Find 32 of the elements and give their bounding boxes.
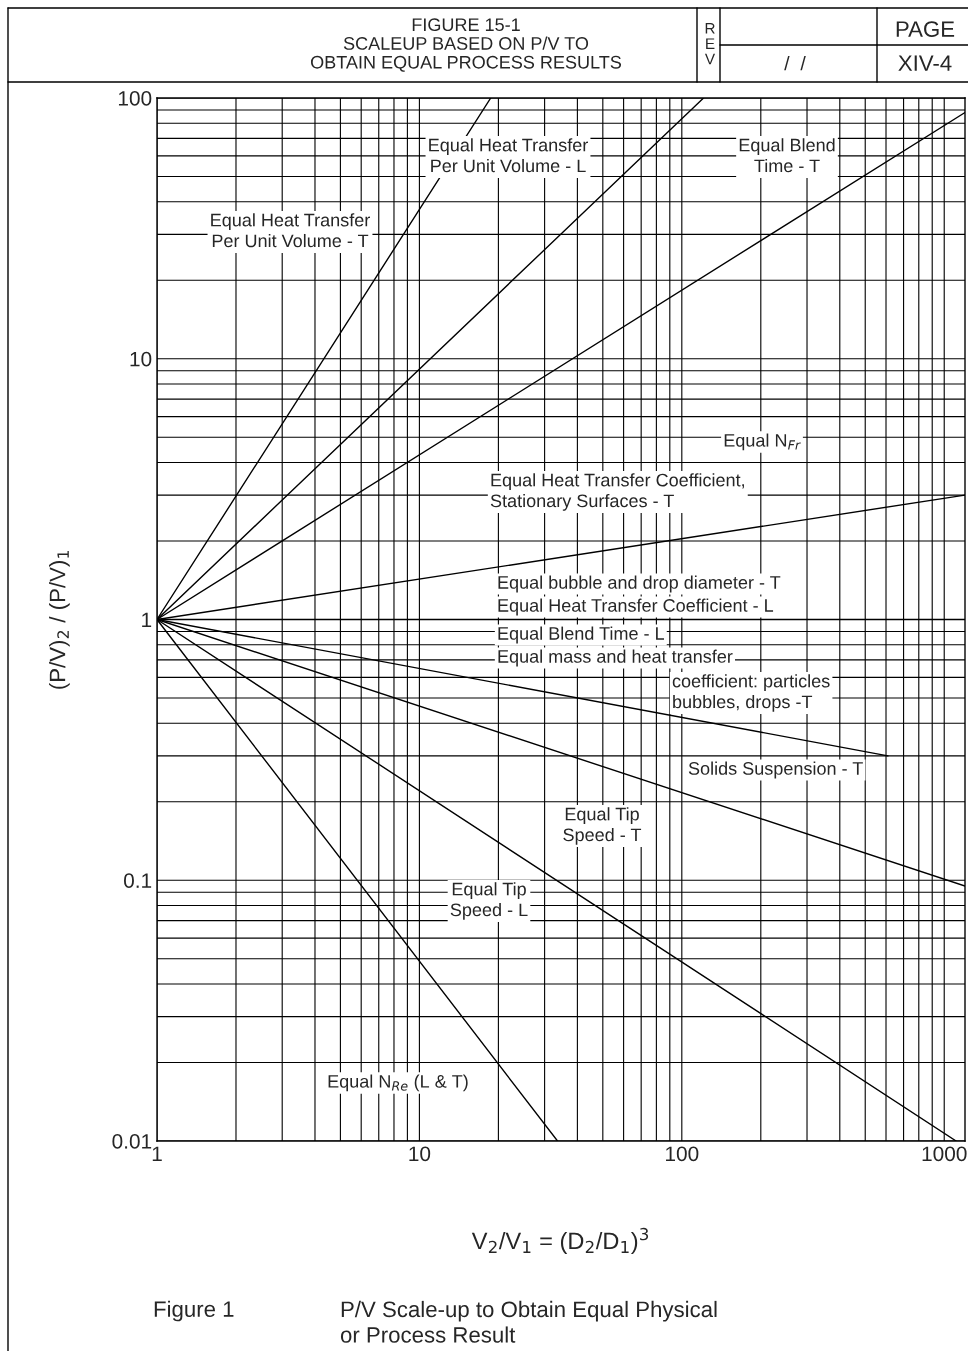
y-tick-label: 100 [118, 91, 152, 106]
annotation: Equal Tip Speed - T [563, 807, 642, 845]
y-tick-label: 0.01 [112, 1134, 152, 1149]
y-axis-title: (P/V)$_{2}$ / (P/V)$_{1}$ [49, 551, 70, 689]
x-tick-label: 1000 [922, 1146, 967, 1162]
annotation: Equal N$_{Fr}$ [724, 433, 801, 451]
annotation: Equal Blend Time - T [739, 138, 835, 173]
annotation: coefficient: particles bubbles, drops -T [672, 674, 830, 712]
caption: Figure 1 [154, 1300, 234, 1322]
annotation: Solids Suspension - T [688, 761, 863, 779]
annotation: Equal Blend Time - L [498, 626, 665, 644]
annotation: Equal Heat Transfer Coefficient, Stationary Surfaces - T [490, 473, 744, 511]
y-tick-label: 1 [142, 612, 152, 628]
annotation: Equal Heat Transfer Per Unit Volume - L [429, 138, 588, 173]
annotation: Equal mass and heat transfer [498, 649, 733, 667]
annotation: Equal Heat Transfer Per Unit Volume - T [211, 213, 370, 248]
x-tick-label: 1 [152, 1146, 162, 1161]
chart-title: FIGURE 15-1 SCALEUP BASED ON P/V TO OBTAIN EQUAL PROCESS RESULTS [311, 18, 622, 72]
text: R E V [704, 23, 716, 65]
y-tick-label: 10 [130, 351, 152, 367]
text: XIV-4 [898, 55, 952, 71]
x-tick-label: 10 [409, 1146, 431, 1162]
x-tick-label: 100 [666, 1146, 699, 1162]
text: PAGE [896, 21, 955, 37]
annotation: Equal Heat Transfer Coefficient - L [498, 598, 774, 616]
annotation: Equal bubble and drop diameter - T [498, 575, 781, 593]
text: P/V Scale-up to Obtain Equal Physical or Process Result [340, 1300, 717, 1343]
y-tick-label: 0.1 [123, 873, 152, 888]
annotation: Equal Tip Speed - L [450, 882, 528, 920]
text: / / [784, 55, 806, 71]
text: V$_{2}$/V$_{1}$ = (D$_{2}$/D$_{1}$)$^{3}$ [471, 1227, 649, 1254]
annotation: Equal N$_{Re}$ (L & T) [328, 1074, 468, 1092]
